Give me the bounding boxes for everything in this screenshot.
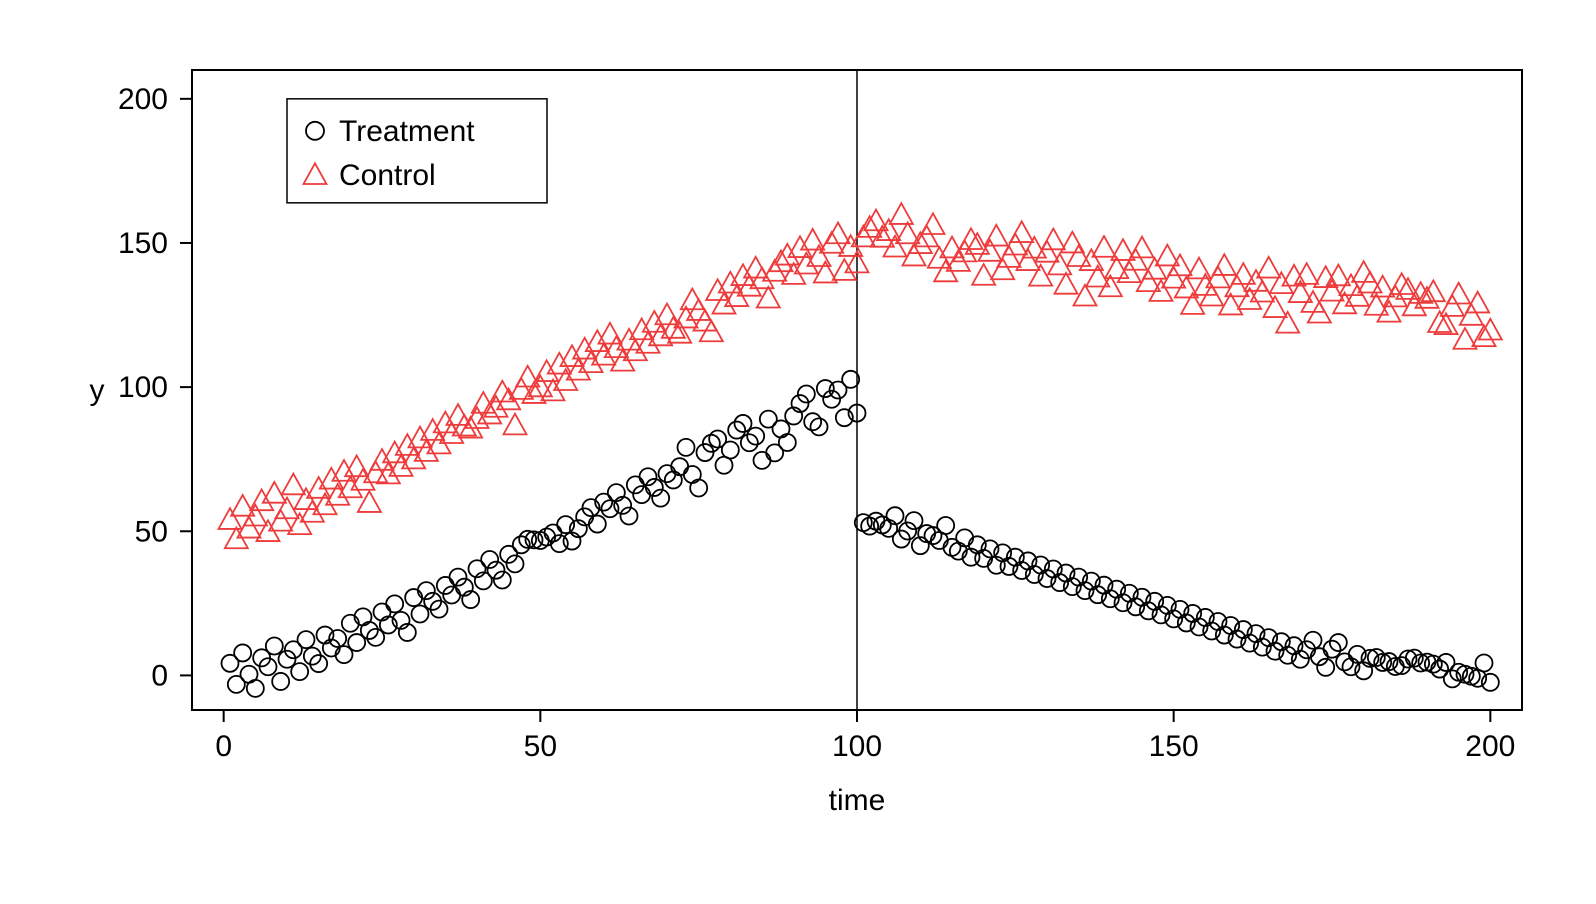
x-tick-label: 100 [832, 730, 882, 763]
y-axis-label: y [90, 374, 105, 407]
y-tick-label: 200 [118, 83, 168, 116]
y-tick-label: 50 [135, 515, 168, 548]
x-tick-label: 200 [1465, 730, 1515, 763]
y-tick-label: 100 [118, 371, 168, 404]
y-tick-label: 150 [118, 227, 168, 260]
chart-container: 0 50 100 150 200 time 0 50 100 150 200 y Treatment Co… [0, 0, 1596, 904]
x-tick-label: 0 [215, 730, 232, 763]
legend-label-control: Control [339, 159, 436, 192]
y-tick-label: 0 [151, 659, 168, 692]
x-axis-label: time [829, 784, 886, 817]
legend: Treatment Control [287, 99, 547, 203]
scatter-chart: 0 50 100 150 200 time 0 50 100 150 200 y Treatment Co… [0, 0, 1596, 904]
x-tick-label: 50 [524, 730, 557, 763]
legend-label-treatment: Treatment [339, 115, 475, 148]
x-tick-label: 150 [1149, 730, 1199, 763]
